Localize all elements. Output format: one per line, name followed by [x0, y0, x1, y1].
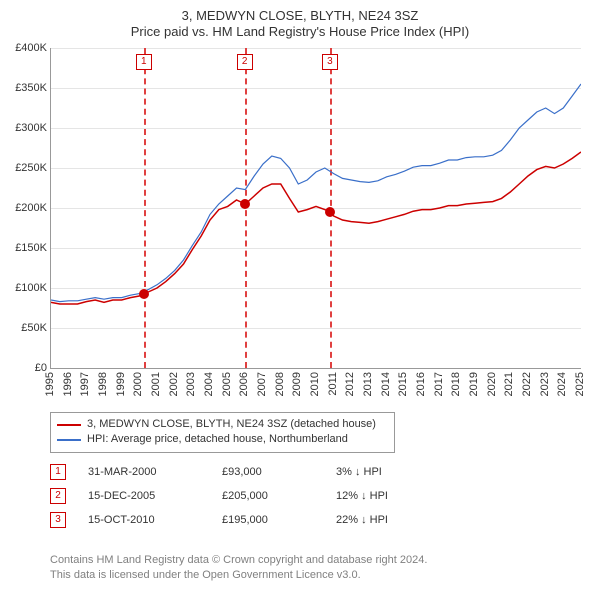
x-axis-label: 2003 — [185, 372, 197, 396]
y-axis-label: £200K — [3, 202, 47, 214]
y-axis-label: £400K — [3, 42, 47, 54]
x-axis-label: 2021 — [503, 372, 515, 396]
event-row-num: 2 — [50, 488, 66, 504]
event-row-date: 15-DEC-2005 — [88, 490, 208, 502]
x-axis-label: 2018 — [450, 372, 462, 396]
event-row-pct: 22% ↓ HPI — [336, 514, 456, 526]
x-axis-label: 1995 — [44, 372, 56, 396]
x-axis-label: 2005 — [221, 372, 233, 396]
x-axis-label: 2012 — [344, 372, 356, 396]
event-row-price: £195,000 — [222, 514, 322, 526]
legend-label: HPI: Average price, detached house, Nort… — [87, 432, 348, 447]
x-axis-label: 2009 — [291, 372, 303, 396]
x-axis-label: 2022 — [521, 372, 533, 396]
x-axis-label: 2002 — [168, 372, 180, 396]
x-axis-label: 2015 — [397, 372, 409, 396]
event-row-date: 15-OCT-2010 — [88, 514, 208, 526]
x-axis-label: 2020 — [486, 372, 498, 396]
y-axis-label: £300K — [3, 122, 47, 134]
legend-box: 3, MEDWYN CLOSE, BLYTH, NE24 3SZ (detach… — [50, 412, 395, 453]
x-axis-labels: 1995199619971998199920002001200220032004… — [50, 372, 580, 404]
x-axis-label: 2007 — [256, 372, 268, 396]
event-table: 1 31-MAR-2000 £93,000 3% ↓ HPI 2 15-DEC-2005 £… — [50, 460, 570, 532]
event-row: 2 15-DEC-2005 £205,000 12% ↓ HPI — [50, 484, 570, 508]
x-axis-label: 2019 — [468, 372, 480, 396]
title-main: 3, MEDWYN CLOSE, BLYTH, NE24 3SZ — [10, 8, 590, 24]
event-row: 1 31-MAR-2000 £93,000 3% ↓ HPI — [50, 460, 570, 484]
legend-row-property: 3, MEDWYN CLOSE, BLYTH, NE24 3SZ (detach… — [57, 417, 388, 432]
footer-text: Contains HM Land Registry data © Crown c… — [50, 553, 570, 582]
event-row-num: 3 — [50, 512, 66, 528]
event-row-price: £205,000 — [222, 490, 322, 502]
event-row-num: 1 — [50, 464, 66, 480]
event-marker-box: 3 — [322, 54, 338, 70]
y-axis-label: £100K — [3, 282, 47, 294]
x-axis-label: 2013 — [362, 372, 374, 396]
event-dot — [240, 199, 250, 209]
x-axis-label: 2023 — [539, 372, 551, 396]
x-axis-label: 1998 — [97, 372, 109, 396]
chart-svg — [51, 48, 581, 368]
x-axis-label: 2025 — [574, 372, 586, 396]
event-row-price: £93,000 — [222, 466, 322, 478]
y-axis-label: £250K — [3, 162, 47, 174]
footer-line: Contains HM Land Registry data © Crown c… — [50, 553, 570, 567]
x-axis-label: 2000 — [132, 372, 144, 396]
event-row-date: 31-MAR-2000 — [88, 466, 208, 478]
x-axis-label: 1997 — [79, 372, 91, 396]
y-axis-label: £0 — [3, 362, 47, 374]
series-line-property — [51, 152, 581, 304]
legend-label: 3, MEDWYN CLOSE, BLYTH, NE24 3SZ (detach… — [87, 417, 376, 432]
y-axis-label: £350K — [3, 82, 47, 94]
x-axis-label: 2017 — [433, 372, 445, 396]
legend-row-hpi: HPI: Average price, detached house, Nort… — [57, 432, 388, 447]
x-axis-label: 2010 — [309, 372, 321, 396]
chart-container: 3, MEDWYN CLOSE, BLYTH, NE24 3SZ Price p… — [0, 0, 600, 590]
x-axis-label: 2008 — [274, 372, 286, 396]
legend-swatch — [57, 439, 81, 441]
series-line-hpi — [51, 84, 581, 302]
x-axis-label: 1999 — [115, 372, 127, 396]
x-axis-label: 2006 — [238, 372, 250, 396]
y-axis-label: £150K — [3, 242, 47, 254]
x-axis-label: 2014 — [380, 372, 392, 396]
y-axis-label: £50K — [3, 322, 47, 334]
titles: 3, MEDWYN CLOSE, BLYTH, NE24 3SZ Price p… — [10, 8, 590, 41]
x-axis-label: 2011 — [327, 372, 339, 396]
x-axis-label: 2001 — [150, 372, 162, 396]
footer-line: This data is licensed under the Open Gov… — [50, 568, 570, 582]
x-axis-label: 1996 — [62, 372, 74, 396]
event-row-pct: 12% ↓ HPI — [336, 490, 456, 502]
event-row-pct: 3% ↓ HPI — [336, 466, 456, 478]
x-axis-label: 2004 — [203, 372, 215, 396]
legend-swatch — [57, 424, 81, 426]
x-axis-label: 2024 — [556, 372, 568, 396]
event-row: 3 15-OCT-2010 £195,000 22% ↓ HPI — [50, 508, 570, 532]
event-dot — [139, 289, 149, 299]
event-marker-box: 1 — [136, 54, 152, 70]
event-dot — [325, 207, 335, 217]
event-marker-box: 2 — [237, 54, 253, 70]
chart-plot-area: £0£50K£100K£150K£200K£250K£300K£350K£400… — [50, 48, 581, 369]
title-sub: Price paid vs. HM Land Registry's House … — [10, 24, 590, 40]
x-axis-label: 2016 — [415, 372, 427, 396]
